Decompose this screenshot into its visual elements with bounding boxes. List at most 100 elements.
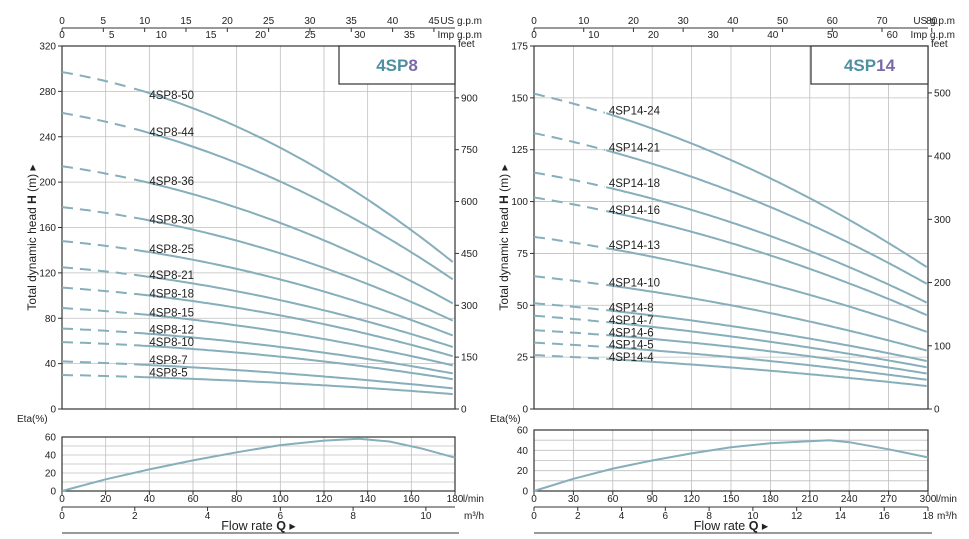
lmin-tick-label: 210 — [801, 494, 818, 505]
curve-label: 4SP14-18 — [609, 178, 660, 190]
curve-label: 4SP14-24 — [609, 105, 661, 117]
m3h-tick-label: 2 — [575, 511, 581, 522]
eta-tick-label: 60 — [517, 426, 529, 437]
curve-label: 4SP8-18 — [149, 288, 194, 300]
lmin-tick-label: 180 — [447, 494, 464, 505]
curve-label: 4SP8-10 — [149, 337, 194, 349]
head-curve-dashed — [61, 71, 133, 89]
eta-tick-label: 0 — [522, 487, 528, 498]
lmin-tick-label: 240 — [841, 494, 858, 505]
lmin-tick-label: 180 — [762, 494, 779, 505]
y-tick-label: 200 — [39, 178, 56, 189]
curve-label: 4SP14-13 — [609, 240, 660, 252]
head-curve — [134, 292, 454, 358]
head-curve — [134, 312, 454, 367]
head-curve-dashed — [533, 132, 606, 151]
m3h-tick-label: 6 — [663, 511, 669, 522]
eta-tick-label: 40 — [45, 451, 57, 462]
curve-label: 4SP8-44 — [149, 127, 194, 139]
m3h-tick-label: 12 — [791, 511, 803, 522]
model-title: 4SP8 — [376, 56, 418, 75]
y-tick-label: 0 — [522, 405, 528, 416]
eta-axis-label: Eta(%) — [17, 414, 48, 425]
imp-gpm-tick-label: 40 — [767, 30, 779, 41]
feet-tick-label: 300 — [934, 215, 951, 226]
lmin-tick-label: 60 — [607, 494, 619, 505]
head-curve-dashed — [533, 235, 606, 249]
m3h-tick-label: 4 — [205, 511, 211, 522]
m3h-unit-label: m³/h — [464, 511, 484, 522]
m3h-tick-label: 0 — [531, 511, 537, 522]
model-title-number: 8 — [408, 56, 417, 75]
us-gpm-tick-label: 70 — [876, 16, 888, 27]
us-gpm-unit-label: US g.p.m — [440, 16, 482, 27]
y-tick-label: 160 — [39, 223, 56, 234]
us-gpm-tick-label: 20 — [628, 16, 640, 27]
y-axis-label-unit: (m) — [25, 174, 39, 192]
head-curve — [134, 344, 453, 381]
head-curve-dashed — [61, 307, 132, 315]
y-tick-label: 125 — [511, 145, 528, 156]
head-curve — [134, 375, 453, 396]
x-axis-label-text: Flow rate — [221, 519, 272, 533]
head-curve-dashed — [533, 314, 605, 323]
x-axis-label: Flow rate Q ▸ — [694, 519, 769, 533]
eta-tick-label: 20 — [517, 466, 529, 477]
m3h-tick-label: 4 — [619, 511, 625, 522]
us-gpm-tick-label: 10 — [139, 16, 151, 27]
us-gpm-tick-label: 30 — [678, 16, 690, 27]
imp-gpm-tick-label: 20 — [255, 30, 267, 41]
us-gpm-tick-label: 40 — [387, 16, 399, 27]
head-curve — [134, 331, 453, 375]
imp-gpm-unit-label: Imp g.p.m — [438, 30, 482, 41]
head-curve-dashed — [61, 374, 132, 378]
head-curve-dashed — [533, 341, 605, 348]
us-gpm-tick-label: 0 — [531, 16, 537, 27]
head-curve-dashed — [533, 354, 605, 360]
model-title-box — [338, 45, 456, 85]
head-curve-dashed — [61, 165, 133, 180]
lmin-tick-label: 120 — [316, 494, 333, 505]
us-gpm-tick-label: 15 — [180, 16, 192, 27]
lmin-tick-label: 0 — [531, 494, 537, 505]
y-axis-label-symbol: H — [25, 195, 39, 204]
y-tick-label: 150 — [511, 93, 528, 104]
x-axis-label-symbol: Q — [276, 519, 286, 533]
head-curve-dashed — [61, 111, 133, 130]
imp-gpm-tick-label: 0 — [59, 30, 65, 41]
head-curve — [605, 112, 928, 268]
curve-label: 4SP8-25 — [149, 244, 194, 256]
lmin-tick-label: 20 — [100, 494, 112, 505]
head-curve — [605, 149, 928, 285]
y-tick-label: 120 — [39, 268, 56, 279]
head-curve-dashed — [533, 92, 606, 114]
head-curve — [133, 248, 454, 337]
feet-tick-label: 500 — [934, 88, 951, 99]
lmin-tick-label: 160 — [403, 494, 420, 505]
y-tick-label: 40 — [45, 359, 57, 370]
y-tick-label: 280 — [39, 87, 56, 98]
head-curve-dashed — [61, 240, 133, 251]
x-axis-label-arrow: ▸ — [762, 519, 769, 533]
y-axis-label-unit: (m) — [497, 174, 511, 192]
feet-tick-label: 100 — [934, 341, 951, 352]
lmin-tick-label: 140 — [359, 494, 376, 505]
curve-label: 4SP8-50 — [149, 90, 194, 102]
head-curve — [133, 127, 454, 281]
us-gpm-tick-label: 40 — [727, 16, 739, 27]
us-gpm-tick-label: 45 — [428, 16, 440, 27]
head-curve-dashed — [61, 206, 133, 219]
eta-axis-label: Eta(%) — [490, 414, 521, 425]
y-axis-label-text: Total dynamic head — [25, 207, 39, 310]
us-gpm-tick-label: 60 — [827, 16, 839, 27]
y-axis-label-arrow: ▸ — [497, 164, 511, 170]
head-curve — [133, 273, 454, 348]
eta-tick-label: 0 — [50, 487, 56, 498]
lmin-tick-label: 40 — [144, 494, 156, 505]
head-curve-dashed — [61, 360, 132, 366]
head-curve-dashed — [533, 196, 606, 212]
curve-label: 4SP14-4 — [609, 352, 654, 364]
lmin-tick-label: 30 — [568, 494, 580, 505]
x-axis-label-arrow: ▸ — [289, 519, 296, 533]
